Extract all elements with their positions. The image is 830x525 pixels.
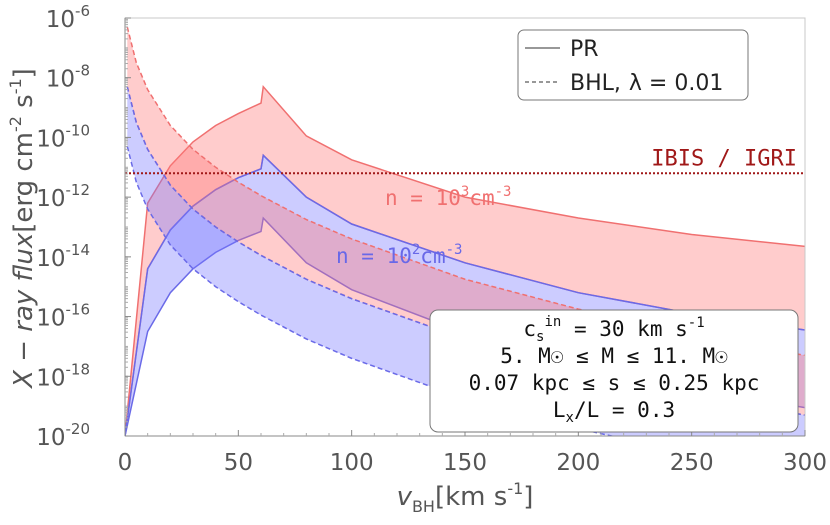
threshold-label: IBIS / IGRI — [651, 146, 797, 171]
x-tick-label: 250 — [670, 450, 714, 476]
y-tick-label: 10-6 — [46, 2, 90, 33]
x-tick-label: 50 — [224, 450, 253, 476]
legend-label-bhl: BHL, λ = 0.01 — [570, 71, 723, 96]
y-tick-label: 10-14 — [36, 241, 90, 272]
band-upper-line-1 — [125, 153, 805, 436]
x-tick-label: 100 — [330, 450, 374, 476]
info-line-distance: 0.07 kpc ≤ s ≤ 0.25 kpc — [469, 371, 760, 395]
y-tick-label: 10-10 — [36, 121, 90, 152]
y-tick-label: 10-16 — [36, 301, 90, 332]
x-tick-label: 150 — [443, 450, 487, 476]
y-axis-label: X − ray flux[erg cm-2 s-1] — [6, 68, 39, 390]
legend: PR BHL, λ = 0.01 — [517, 29, 749, 101]
info-line-mass: 5. M☉ ≤ M ≤ 11. M☉ — [500, 344, 728, 368]
band-label-n3: n = 103cm-3 — [385, 184, 511, 210]
parameter-box: csin = 30 km s-1 5. M☉ ≤ M ≤ 11. M☉ 0.07… — [429, 309, 799, 433]
x-tick-label: 200 — [556, 450, 600, 476]
y-tick-label: 10-8 — [46, 62, 90, 93]
legend-box — [517, 29, 749, 101]
legend-label-pr: PR — [570, 37, 599, 62]
band-label-n2: n = 102cm-3 — [336, 242, 462, 268]
x-tick-label: 0 — [118, 450, 133, 476]
band-upper-line-3 — [126, 86, 805, 416]
y-ticks: 10-6 10-8 10-10 10-12 10-14 10-16 10-18 10-20 — [36, 2, 131, 451]
x-ticks: 0 50 100 150 200 250 300 — [118, 430, 827, 476]
band-lower-line-3 — [126, 146, 616, 436]
band-upper-line-2 — [126, 26, 805, 357]
y-tick-label: 10-18 — [36, 360, 90, 391]
info-line-sound-speed: csin = 30 km s-1 — [523, 314, 704, 345]
x-axis-label: vBH[km s-1] — [397, 479, 534, 516]
y-tick-label: 10-12 — [36, 181, 90, 212]
band-upper-line-0 — [125, 84, 805, 436]
y-tick-label: 10-20 — [36, 420, 90, 451]
x-tick-label: 300 — [783, 450, 827, 476]
info-line-luminosity: Lx/L = 0.3 — [553, 398, 675, 426]
